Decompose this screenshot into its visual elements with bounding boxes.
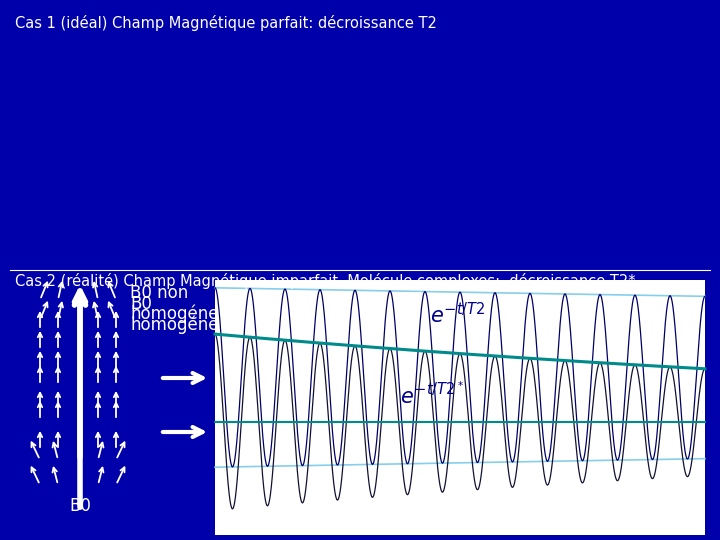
Text: B0 non
homogéne: B0 non homogéne [130, 284, 218, 323]
Text: B0: B0 [69, 497, 91, 515]
Text: $e^{-t/T2^*}$: $e^{-t/T2^*}$ [400, 382, 464, 408]
Text: $e^{-t/T2}$: $e^{-t/T2}$ [430, 302, 485, 328]
Text: T2*<T2: T2*<T2 [366, 292, 424, 307]
Text: Cas 2 (réalité) Champ Magnétique imparfait, Molécule complexes:  décroissance T2: Cas 2 (réalité) Champ Magnétique imparfa… [15, 273, 636, 289]
Text: B0
homogéne: B0 homogéne [130, 295, 218, 334]
Text: Cas 1 (idéal) Champ Magnétique parfait: décroissance T2: Cas 1 (idéal) Champ Magnétique parfait: … [15, 15, 437, 31]
Bar [215, 280, 705, 475]
Bar [215, 330, 705, 535]
